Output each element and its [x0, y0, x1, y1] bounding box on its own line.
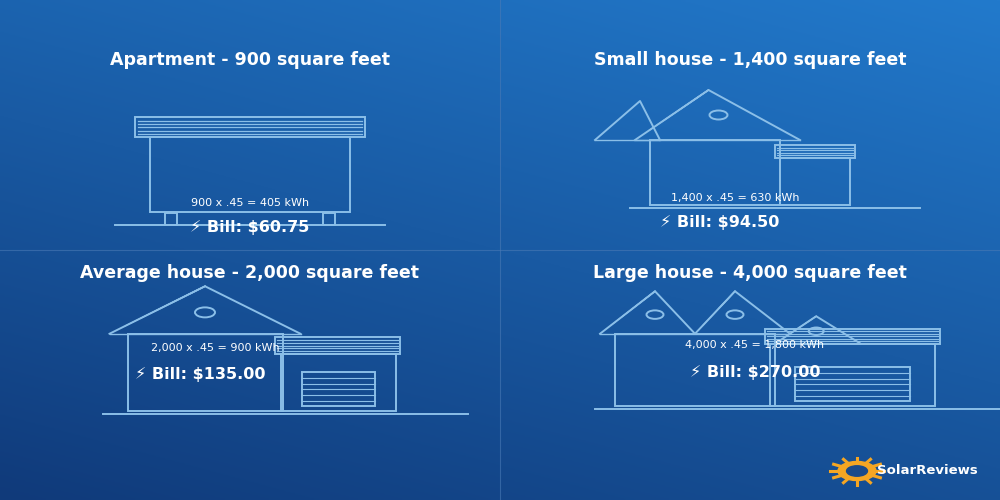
Text: Apartment - 900 square feet: Apartment - 900 square feet — [110, 51, 390, 69]
Bar — [128, 334, 283, 411]
Bar — [150, 138, 350, 212]
Bar — [780, 158, 850, 205]
Text: ⚡ Bill: $135.00: ⚡ Bill: $135.00 — [135, 368, 265, 382]
Text: Average house - 2,000 square feet: Average house - 2,000 square feet — [80, 264, 420, 281]
Text: ⚡ Bill: $270.00: ⚡ Bill: $270.00 — [690, 365, 820, 380]
Text: 2,000 x .45 = 900 kWh: 2,000 x .45 = 900 kWh — [151, 342, 279, 352]
Bar — [135, 118, 365, 138]
Bar — [615, 334, 775, 406]
Circle shape — [838, 462, 876, 480]
Bar — [302, 372, 374, 406]
Bar — [765, 329, 940, 344]
Text: ⚡ Bill: $94.50: ⚡ Bill: $94.50 — [660, 215, 780, 230]
Bar — [280, 354, 396, 411]
Bar — [650, 140, 780, 205]
Text: ⚡ Bill: $60.75: ⚡ Bill: $60.75 — [190, 220, 310, 235]
Bar — [323, 212, 335, 225]
Text: SolarReviews: SolarReviews — [877, 464, 978, 477]
Text: 4,000 x .45 = 1,800 kWh: 4,000 x .45 = 1,800 kWh — [685, 340, 825, 350]
Text: 900 x .45 = 405 kWh: 900 x .45 = 405 kWh — [191, 198, 309, 207]
Text: Small house - 1,400 square feet: Small house - 1,400 square feet — [594, 51, 906, 69]
Bar — [165, 212, 177, 225]
Bar — [275, 337, 400, 354]
Circle shape — [847, 466, 867, 476]
Bar — [795, 367, 910, 401]
Text: 1,400 x .45 = 630 kWh: 1,400 x .45 = 630 kWh — [671, 192, 799, 202]
Text: Large house - 4,000 square feet: Large house - 4,000 square feet — [593, 264, 907, 281]
Bar — [770, 344, 935, 406]
Bar — [775, 145, 855, 158]
